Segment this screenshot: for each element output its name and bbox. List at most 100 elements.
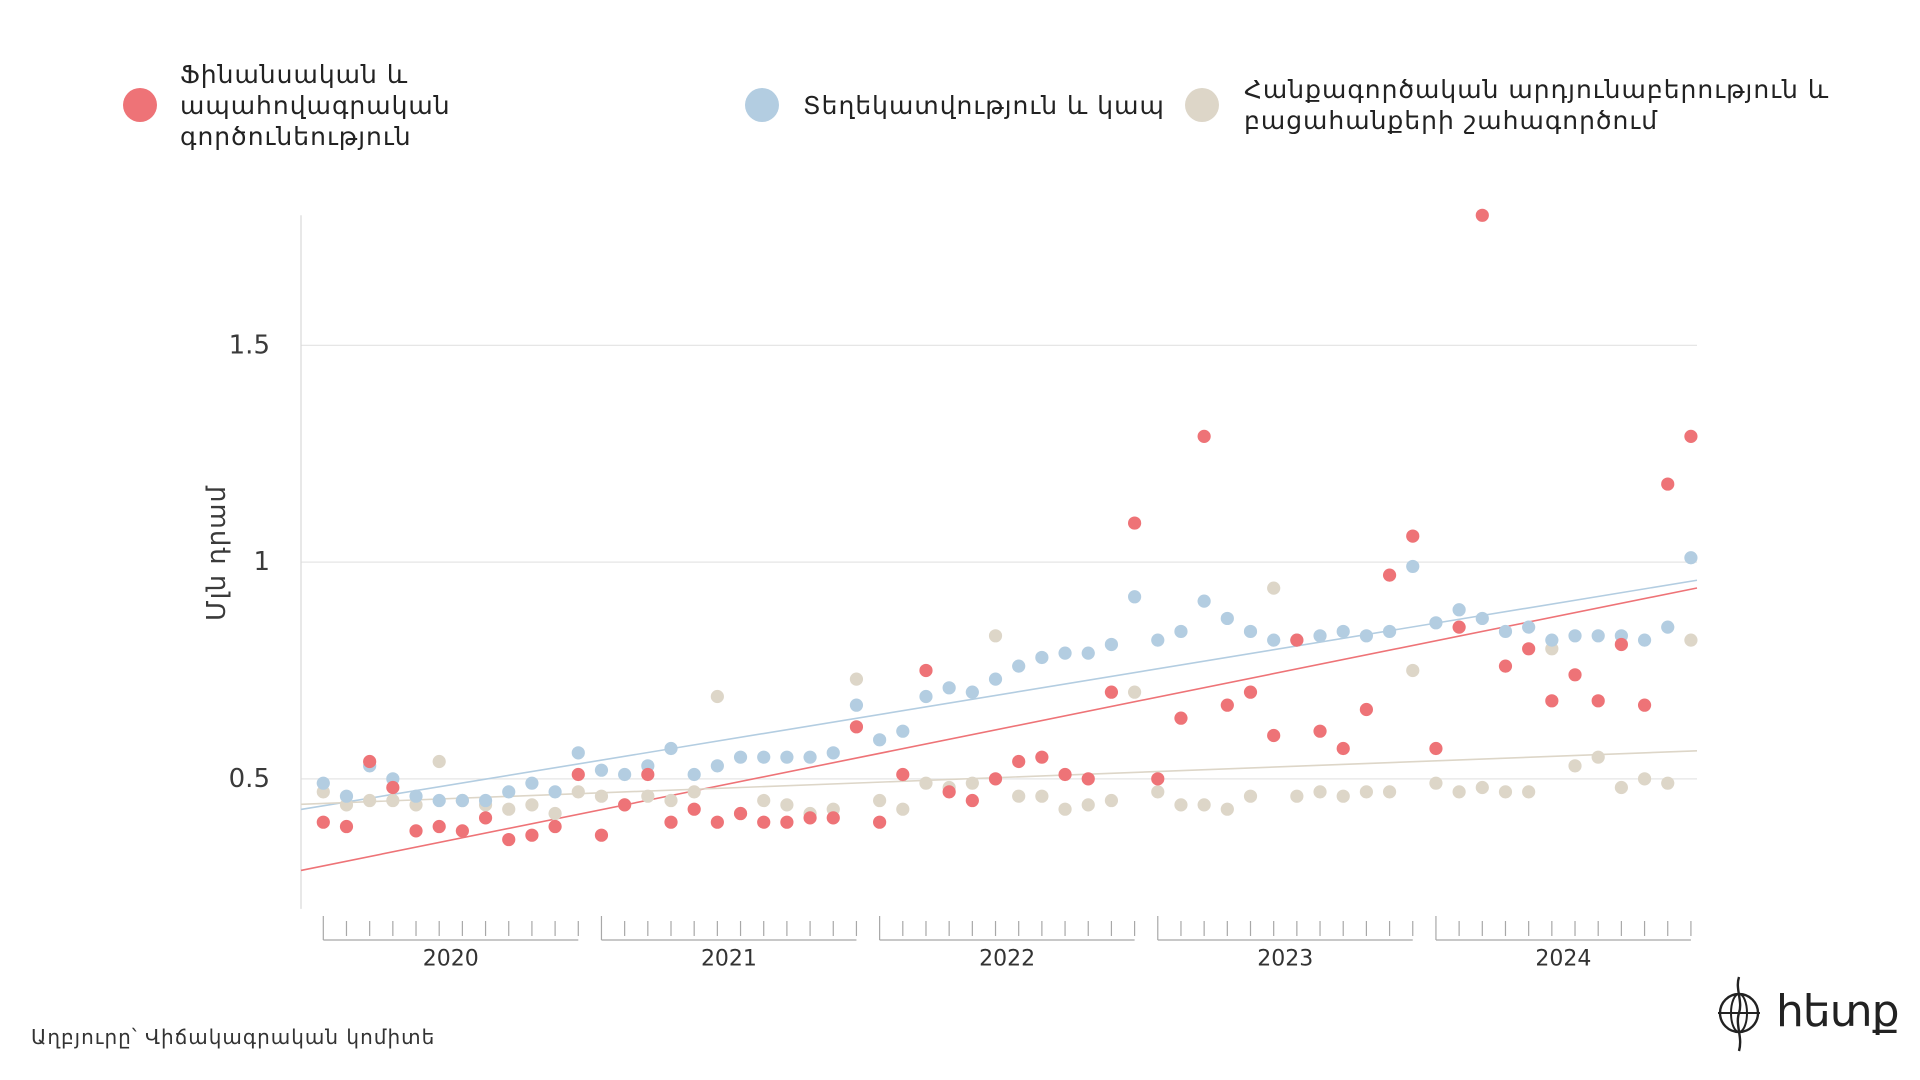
finance-data-point	[849, 720, 864, 734]
finance-data-point	[942, 785, 956, 799]
x-tick-label: 2020	[423, 947, 479, 972]
ict-data-point	[525, 776, 539, 790]
mining-data-point	[1058, 802, 1072, 816]
finance-data-point	[1128, 516, 1142, 530]
ict-data-point	[1522, 620, 1536, 634]
data-points	[316, 208, 1698, 847]
ict-data-point	[618, 767, 632, 782]
finance-data-point	[687, 802, 701, 816]
y-tick-label: 0.5	[229, 764, 270, 794]
finance-data-point	[571, 767, 585, 782]
mining-data-point	[1012, 789, 1026, 803]
mining-data-point	[1498, 785, 1513, 799]
mining-data-point	[1035, 789, 1049, 803]
ict-data-point	[664, 741, 678, 756]
mining-data-point	[1336, 789, 1350, 803]
ict-data-point	[1336, 624, 1350, 639]
legend-item-finance: Ֆինանսական և ապահովագրական գործունեությո…	[123, 45, 680, 165]
ict-data-point	[1012, 659, 1026, 673]
mining-data-point	[548, 806, 562, 821]
ict-data-point	[432, 793, 446, 808]
mining-data-point	[710, 689, 724, 704]
mining-data-point	[1290, 789, 1304, 803]
mining-data-point	[1452, 785, 1466, 799]
finance-data-point	[1104, 685, 1119, 699]
mining-data-point	[1637, 772, 1652, 786]
mining-data-point	[1081, 798, 1095, 812]
finance-data-point	[1452, 620, 1466, 634]
finance-data-point	[1313, 724, 1327, 738]
ict-data-point	[316, 776, 330, 790]
finance-data-point	[641, 767, 655, 782]
ict-data-point	[1429, 616, 1443, 630]
finance-data-point	[1267, 728, 1281, 743]
mining-data-point	[757, 793, 771, 808]
mining-data-point	[780, 798, 794, 812]
finance-data-point	[1290, 633, 1304, 647]
ict-data-point	[1568, 629, 1582, 643]
mining-data-point	[1104, 793, 1119, 808]
ict-data-point	[1174, 624, 1188, 639]
ict-data-point	[1035, 650, 1049, 665]
finance-data-point	[1406, 529, 1420, 543]
finance-data-point	[1568, 668, 1582, 682]
ict-data-point	[710, 759, 724, 773]
mining-data-point	[1359, 785, 1373, 799]
finance-data-point	[1661, 477, 1675, 491]
ict-trend-line	[300, 579, 1698, 811]
mining-data-point	[849, 672, 864, 686]
ict-data-point	[988, 672, 1003, 686]
ict-data-point	[1267, 633, 1281, 647]
mining-data-point	[432, 754, 446, 769]
ict-data-point	[1637, 633, 1652, 647]
mining-data-point	[1174, 798, 1188, 812]
finance-data-point	[432, 819, 446, 834]
ict-data-point	[1359, 629, 1373, 643]
finance-data-point	[919, 663, 933, 678]
mining-data-point	[687, 785, 701, 799]
mining-data-point	[571, 785, 585, 799]
finance-data-point	[757, 815, 771, 829]
finance-data-point	[1243, 685, 1258, 699]
finance-data-point	[386, 780, 400, 795]
mining-data-point	[502, 802, 516, 816]
ict-data-point	[339, 789, 354, 803]
mining-data-point	[1591, 750, 1605, 764]
mining-data-point	[1128, 685, 1142, 699]
finance-data-point	[1336, 741, 1350, 756]
legend-label-finance: Ֆինանսական և ապահովագրական գործունեությո…	[180, 59, 451, 151]
legend-swatch-mining	[1185, 88, 1219, 122]
finance-data-point	[965, 793, 979, 808]
finance-data-point	[826, 811, 840, 825]
mining-data-point	[896, 802, 910, 816]
finance-data-point	[339, 819, 354, 834]
mining-data-point	[1313, 785, 1327, 799]
finance-data-point	[1012, 754, 1026, 769]
finance-data-point	[1197, 429, 1211, 443]
ict-data-point	[1104, 637, 1119, 652]
ict-data-point	[1452, 603, 1466, 617]
finance-data-point	[502, 832, 516, 847]
ict-data-point	[873, 733, 887, 747]
mining-data-point	[1614, 780, 1628, 795]
ict-data-point	[548, 785, 562, 799]
legend-label-mining: Հանքագործական արդյունաբերություն և բացահ…	[1244, 75, 1830, 135]
ict-data-point	[1661, 620, 1675, 634]
legend-swatch-ict	[745, 88, 779, 122]
finance-data-point	[455, 824, 469, 838]
x-tick-label: 2024	[1535, 947, 1591, 972]
ict-data-point	[780, 750, 794, 764]
legend-swatch-finance	[123, 88, 157, 122]
mining-data-point	[1661, 776, 1675, 790]
ict-data-point	[757, 750, 771, 764]
finance-data-point	[803, 811, 817, 825]
y-axis-title: Մլն դրամ	[202, 485, 232, 621]
gridlines	[301, 344, 1697, 780]
mining-data-point	[386, 793, 400, 808]
globe-icon	[1718, 976, 1760, 1052]
ict-data-point	[1591, 629, 1605, 643]
ict-data-point	[1406, 559, 1420, 574]
mining-data-point	[363, 793, 377, 808]
mining-data-point	[919, 776, 933, 790]
